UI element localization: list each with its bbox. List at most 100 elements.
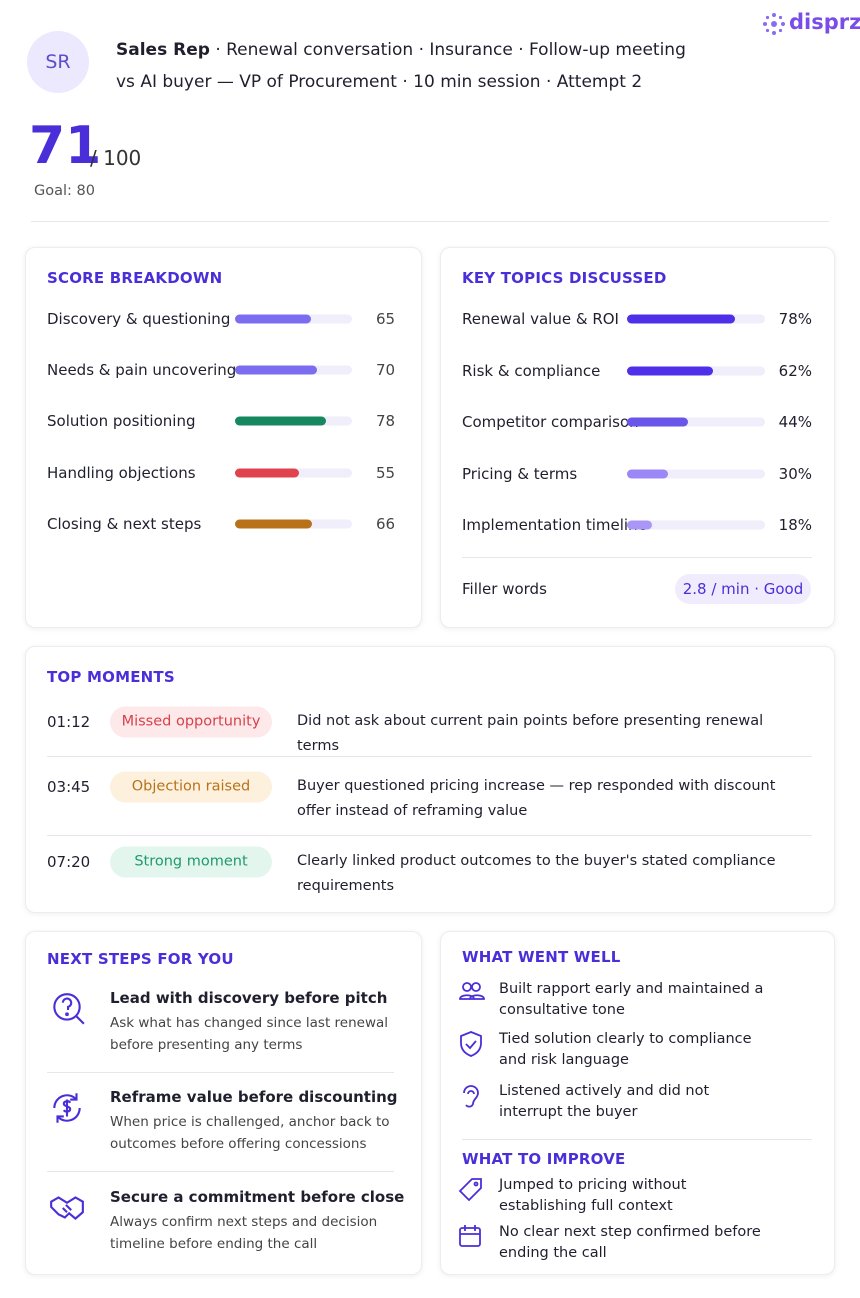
icon bbox=[460, 1031, 482, 1057]
row-value: 70 bbox=[376, 361, 396, 380]
rep-name: Sales Rep bbox=[116, 40, 210, 60]
icon bbox=[459, 982, 485, 1000]
row-value: 66 bbox=[376, 514, 396, 533]
step-text: When price is challenged, anchor back to… bbox=[110, 1114, 390, 1152]
section-title: KEY TOPICS DISCUSSED bbox=[462, 269, 667, 287]
item-icon bbox=[456, 1222, 486, 1256]
bar bbox=[235, 365, 317, 375]
item-icon bbox=[456, 1029, 486, 1063]
item-text: No clear next step confirmed before endi… bbox=[499, 1224, 761, 1261]
divider bbox=[47, 835, 812, 836]
bar-track bbox=[235, 468, 352, 478]
moment-tag: Missed opportunity bbox=[110, 706, 272, 738]
bar-track bbox=[235, 416, 352, 426]
row-label: Pricing & terms bbox=[462, 464, 578, 483]
bar-track bbox=[627, 469, 765, 478]
section-title: SCORE BREAKDOWN bbox=[47, 269, 223, 287]
filler-value: 2.8 / min · Good bbox=[675, 574, 811, 604]
row-label: Handling objections bbox=[47, 463, 196, 482]
icon bbox=[50, 1196, 84, 1220]
item-icon bbox=[456, 979, 486, 1013]
moment-time: 07:20 bbox=[47, 853, 91, 871]
item-icon bbox=[456, 1081, 486, 1115]
bar bbox=[235, 416, 327, 426]
step-icon bbox=[48, 1089, 86, 1131]
row-label: Risk & compliance bbox=[462, 361, 601, 380]
bar bbox=[627, 314, 735, 324]
score: 71 bbox=[29, 116, 102, 176]
row-value: 30% bbox=[778, 464, 812, 483]
logo: disprz bbox=[789, 10, 860, 34]
row-label: Discovery & questioning bbox=[47, 310, 231, 328]
row-value: 65 bbox=[376, 310, 396, 328]
step-text: Always confirm next steps and decision t… bbox=[110, 1214, 378, 1252]
item-text: Tied solution clearly to compliance and … bbox=[499, 1031, 752, 1068]
row-value: 55 bbox=[376, 463, 396, 482]
card bbox=[440, 247, 835, 628]
row-label: Implementation timeline bbox=[462, 516, 647, 534]
section-title: WHAT WENT WELL bbox=[462, 948, 621, 966]
header-subline: vs AI buyer — VP of Procurement · 10 min… bbox=[116, 72, 643, 92]
step-text: Ask what has changed since last renewal … bbox=[110, 1015, 389, 1053]
moment-text: Buyer questioned pricing increase — rep … bbox=[297, 778, 776, 819]
card bbox=[25, 247, 422, 628]
icon bbox=[53, 993, 85, 1025]
moment-text: Did not ask about current pain points be… bbox=[297, 713, 764, 754]
section-title: NEXT STEPS FOR YOU bbox=[47, 950, 234, 968]
section-title: WHAT TO IMPROVE bbox=[462, 1150, 626, 1168]
bar bbox=[235, 468, 300, 478]
moment-time: 01:12 bbox=[47, 713, 91, 731]
icon bbox=[463, 1085, 479, 1108]
moment-tag: Strong moment bbox=[110, 846, 272, 878]
row-label: Needs & pain uncovering bbox=[47, 361, 237, 380]
row-value: 78 bbox=[376, 412, 396, 431]
avatar: SR bbox=[27, 31, 89, 93]
filler-label: Filler words bbox=[462, 580, 547, 598]
divider bbox=[462, 557, 812, 558]
moment-text: Clearly linked product outcomes to the b… bbox=[297, 853, 776, 894]
item-text: Built rapport early and maintained a con… bbox=[499, 981, 764, 1018]
row-label: Closing & next steps bbox=[47, 514, 202, 533]
bar bbox=[627, 417, 688, 427]
row-label: Competitor comparison bbox=[462, 413, 639, 431]
bar-track bbox=[627, 417, 765, 427]
session-meta: · Renewal conversation · Insurance · Fol… bbox=[215, 40, 686, 60]
item-text: Jumped to pricing without establishing f… bbox=[499, 1177, 687, 1214]
moment-time: 03:45 bbox=[47, 778, 91, 796]
row-value: 44% bbox=[778, 413, 812, 431]
row-value: 18% bbox=[778, 516, 812, 534]
header-line: Sales Rep · Renewal conversation · Insur… bbox=[116, 40, 686, 60]
logo-icon bbox=[763, 13, 785, 35]
divider bbox=[462, 1139, 812, 1140]
bar bbox=[235, 519, 313, 529]
bar bbox=[627, 520, 652, 530]
step-title: Secure a commitment before close bbox=[110, 1188, 405, 1206]
row-value: 78% bbox=[778, 310, 812, 328]
card bbox=[25, 931, 422, 1275]
step-icon bbox=[48, 990, 86, 1032]
step-title: Lead with discovery before pitch bbox=[110, 989, 388, 1007]
divider bbox=[31, 221, 829, 222]
bar bbox=[627, 366, 713, 375]
bar-track bbox=[627, 520, 765, 530]
bar bbox=[627, 469, 669, 478]
divider bbox=[47, 1072, 394, 1073]
bar-track bbox=[235, 365, 352, 375]
row-label: Renewal value & ROI bbox=[462, 310, 619, 328]
icon bbox=[53, 1093, 81, 1123]
item-icon bbox=[456, 1175, 486, 1209]
divider bbox=[47, 756, 812, 757]
step-icon bbox=[48, 1189, 86, 1231]
step-title: Reframe value before discounting bbox=[110, 1088, 398, 1106]
divider bbox=[47, 1171, 394, 1172]
bar bbox=[235, 314, 312, 324]
bar-track bbox=[627, 366, 765, 375]
icon bbox=[459, 1225, 481, 1247]
row-label: Solution positioning bbox=[47, 412, 196, 431]
score-max: / 100 bbox=[90, 146, 142, 170]
goal: Goal: 80 bbox=[34, 183, 95, 199]
row-value: 62% bbox=[778, 361, 812, 380]
icon bbox=[458, 1178, 482, 1202]
bar-track bbox=[235, 519, 352, 529]
